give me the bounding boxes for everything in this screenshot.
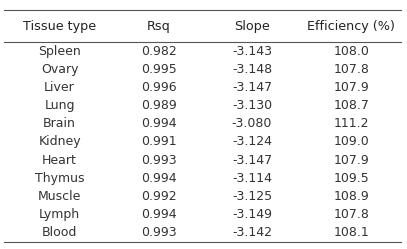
Text: 0.982: 0.982: [141, 45, 177, 58]
Text: 0.994: 0.994: [141, 117, 177, 130]
Text: Ovary: Ovary: [41, 63, 78, 76]
Text: 108.7: 108.7: [333, 99, 369, 112]
Text: Thymus: Thymus: [35, 172, 84, 185]
Text: Efficiency (%): Efficiency (%): [307, 20, 395, 33]
Text: Slope: Slope: [234, 20, 270, 33]
Text: 0.992: 0.992: [141, 190, 177, 203]
Text: -3.143: -3.143: [232, 45, 272, 58]
Text: 107.9: 107.9: [333, 81, 369, 94]
Text: -3.142: -3.142: [232, 226, 272, 239]
Text: 0.996: 0.996: [141, 81, 177, 94]
Text: Blood: Blood: [42, 226, 77, 239]
Text: 0.989: 0.989: [141, 99, 177, 112]
Text: 0.994: 0.994: [141, 172, 177, 185]
Text: 0.994: 0.994: [141, 208, 177, 221]
Text: 0.993: 0.993: [141, 226, 177, 239]
Text: -3.114: -3.114: [232, 172, 272, 185]
Text: -3.080: -3.080: [232, 117, 272, 130]
Text: 0.993: 0.993: [141, 154, 177, 167]
Text: Spleen: Spleen: [38, 45, 81, 58]
Text: Muscle: Muscle: [38, 190, 81, 203]
Text: -3.124: -3.124: [232, 135, 272, 148]
Text: 107.8: 107.8: [333, 208, 369, 221]
Text: -3.149: -3.149: [232, 208, 272, 221]
Text: 108.1: 108.1: [333, 226, 369, 239]
Text: -3.147: -3.147: [232, 81, 272, 94]
Text: 108.0: 108.0: [333, 45, 369, 58]
Text: -3.130: -3.130: [232, 99, 272, 112]
Text: 109.5: 109.5: [333, 172, 369, 185]
Text: Tissue type: Tissue type: [23, 20, 96, 33]
Text: -3.147: -3.147: [232, 154, 272, 167]
Text: 109.0: 109.0: [333, 135, 369, 148]
Text: 107.8: 107.8: [333, 63, 369, 76]
Text: Lung: Lung: [44, 99, 75, 112]
Text: 0.995: 0.995: [141, 63, 177, 76]
Text: Liver: Liver: [44, 81, 75, 94]
Text: Lymph: Lymph: [39, 208, 80, 221]
Text: -3.125: -3.125: [232, 190, 272, 203]
Text: -3.148: -3.148: [232, 63, 272, 76]
Text: Brain: Brain: [43, 117, 76, 130]
Text: 0.991: 0.991: [141, 135, 177, 148]
Text: Rsq: Rsq: [147, 20, 171, 33]
Text: Heart: Heart: [42, 154, 77, 167]
Text: 111.2: 111.2: [333, 117, 369, 130]
Text: Kidney: Kidney: [38, 135, 81, 148]
Text: 107.9: 107.9: [333, 154, 369, 167]
Text: 108.9: 108.9: [333, 190, 369, 203]
